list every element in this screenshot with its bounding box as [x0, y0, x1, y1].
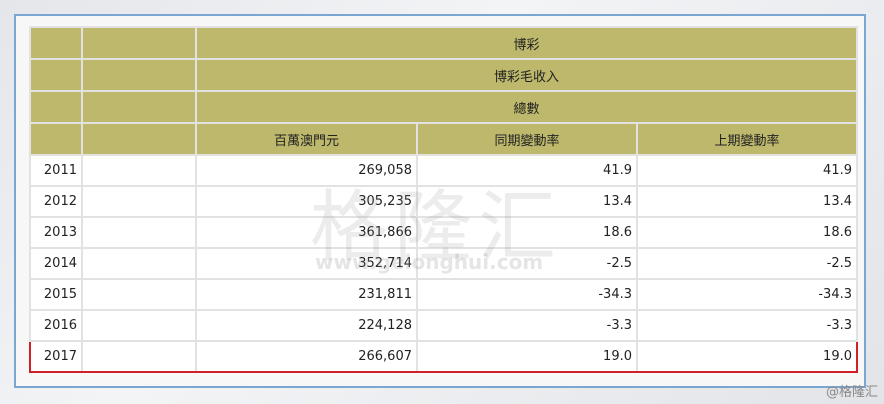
header-row-3: 總數	[29, 90, 858, 124]
table-row: 2016 224,128 -3.3 -3.3	[29, 309, 858, 342]
value-cell: 224,128	[195, 309, 418, 342]
yoy-cell: -34.3	[416, 278, 638, 311]
table-row: 2012 305,235 13.4 13.4	[29, 185, 858, 218]
yoy-cell: 19.0	[416, 340, 638, 373]
value-cell: 361,866	[195, 216, 418, 249]
header-row-1: 博彩	[29, 26, 858, 60]
value-cell: 266,607	[195, 340, 418, 373]
header-total: 總數	[195, 90, 858, 124]
empty-cell	[81, 278, 197, 311]
yoy-cell: 41.9	[416, 154, 638, 187]
year-cell: 2016	[29, 309, 83, 342]
yoy-cell: -3.3	[416, 309, 638, 342]
pop-cell: 13.4	[636, 185, 858, 218]
value-cell: 269,058	[195, 154, 418, 187]
yoy-cell: 18.6	[416, 216, 638, 249]
empty-cell	[81, 247, 197, 280]
year-cell: 2012	[29, 185, 83, 218]
empty-cell	[81, 185, 197, 218]
table-row: 2014 352,714 -2.5 -2.5	[29, 247, 858, 280]
table-row: 2017 266,607 19.0 19.0	[29, 340, 858, 373]
gaming-revenue-table: 博彩 博彩毛收入 總數 百萬澳門元 同期變動率 上期變動率 2011 269,05…	[29, 26, 858, 373]
pop-cell: 19.0	[636, 340, 858, 373]
header-gaming: 博彩	[195, 26, 858, 60]
empty-cell	[81, 216, 197, 249]
yoy-cell: 13.4	[416, 185, 638, 218]
empty-cell	[81, 340, 197, 373]
header-row-4: 百萬澳門元 同期變動率 上期變動率	[29, 122, 858, 156]
pop-cell: 18.6	[636, 216, 858, 249]
year-cell: 2015	[29, 278, 83, 311]
empty-cell	[81, 309, 197, 342]
table-row: 2011 269,058 41.9 41.9	[29, 154, 858, 187]
year-cell: 2011	[29, 154, 83, 187]
col-header-yoy: 同期變動率	[416, 122, 638, 156]
yoy-cell: -2.5	[416, 247, 638, 280]
table-row: 2015 231,811 -34.3 -34.3	[29, 278, 858, 311]
col-header-mop: 百萬澳門元	[195, 122, 418, 156]
value-cell: 231,811	[195, 278, 418, 311]
pop-cell: -3.3	[636, 309, 858, 342]
col-header-pop: 上期變動率	[636, 122, 858, 156]
value-cell: 352,714	[195, 247, 418, 280]
year-cell: 2013	[29, 216, 83, 249]
table-row: 2013 361,866 18.6 18.6	[29, 216, 858, 249]
pop-cell: -34.3	[636, 278, 858, 311]
credit-text: @格隆汇	[825, 385, 878, 400]
header-gross-revenue: 博彩毛收入	[195, 58, 858, 92]
header-row-2: 博彩毛收入	[29, 58, 858, 92]
year-cell: 2014	[29, 247, 83, 280]
empty-cell	[81, 154, 197, 187]
year-cell: 2017	[29, 340, 83, 373]
pop-cell: -2.5	[636, 247, 858, 280]
value-cell: 305,235	[195, 185, 418, 218]
pop-cell: 41.9	[636, 154, 858, 187]
